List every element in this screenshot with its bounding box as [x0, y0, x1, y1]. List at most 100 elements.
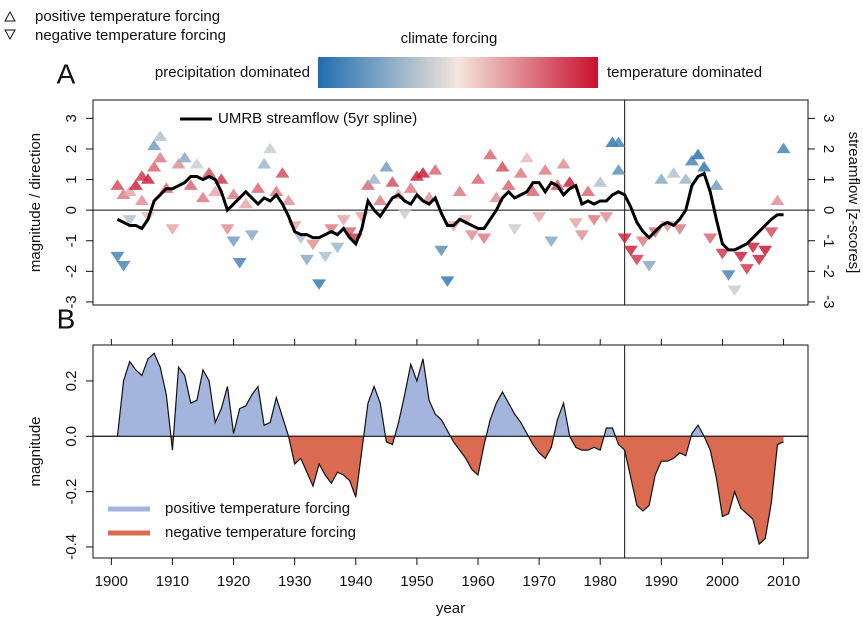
forcing-triangle	[379, 161, 394, 172]
y-tick-label: -0.2	[63, 479, 80, 505]
forcing-triangle	[416, 167, 430, 178]
legend-down-label: negative temperature forcing	[35, 27, 226, 44]
forcing-triangle	[727, 285, 742, 297]
forcing-triangle	[306, 239, 320, 251]
forcing-triangle	[483, 148, 498, 160]
forcing-triangle	[489, 191, 504, 203]
forcing-triangle	[153, 130, 168, 141]
y2-tick-label: -2	[820, 265, 837, 278]
forcing-triangle	[458, 215, 473, 226]
forcing-triangle	[532, 212, 547, 223]
forcing-triangle	[196, 191, 210, 203]
forcing-triangle	[611, 164, 626, 175]
forcing-triangle	[544, 236, 559, 248]
y-tick-label: -2	[63, 265, 80, 278]
forcing-triangle	[373, 194, 388, 206]
forcing-triangle	[238, 197, 253, 209]
forcing-triangle	[122, 215, 137, 226]
forcing-triangle	[183, 179, 198, 190]
forcing-triangle	[611, 136, 626, 148]
forcing-triangle	[110, 251, 125, 263]
legend-label: UMRB streamflow (5yr spline)	[218, 110, 417, 127]
y2-tick-label: 1	[820, 175, 837, 183]
forcing-triangle	[361, 179, 375, 190]
forcing-triangle	[562, 176, 577, 187]
forcing-triangle	[189, 157, 204, 169]
forcing-triangle	[299, 254, 314, 266]
y-tick-label: -3	[63, 295, 80, 308]
legend-up-symbol	[4, 10, 16, 22]
forcing-triangle	[226, 188, 241, 200]
forcing-triangle	[147, 139, 162, 151]
forcing-triangle	[141, 173, 155, 184]
forcing-triangle	[501, 179, 516, 190]
forcing-triangle	[116, 261, 131, 272]
forcing-triangle	[226, 236, 241, 248]
legend-up-label: positive temperature forcing	[35, 8, 220, 25]
y-tick-label: 0.0	[63, 426, 80, 447]
forcing-triangle	[691, 148, 705, 160]
forcing-triangle	[177, 151, 192, 163]
forcing-triangle	[758, 245, 773, 257]
y-tick-label: -0.4	[63, 534, 80, 560]
forcing-triangle	[275, 167, 290, 178]
x-tick-label: 1950	[400, 573, 433, 590]
x-tick-label: 1980	[584, 573, 617, 590]
y2-axis-label: streamflow [z-scores]	[845, 132, 862, 274]
streamflow-line	[116, 171, 784, 252]
forcing-triangle	[776, 142, 791, 154]
forcing-triangle	[715, 248, 730, 260]
x-tick-label: 2000	[706, 573, 739, 590]
y-tick-label: 0	[63, 206, 80, 214]
forcing-triangle	[666, 167, 681, 178]
x-tick-label: 1940	[339, 573, 372, 590]
forcing-triangle	[495, 161, 510, 172]
forcing-triangle	[733, 251, 748, 263]
forcing-triangle	[354, 212, 369, 223]
forcing-triangle	[623, 245, 638, 257]
forcing-triangle	[208, 185, 223, 196]
forcing-triangle	[642, 261, 657, 272]
forcing-triangle	[318, 251, 333, 263]
y2-tick-label: 0	[820, 206, 837, 214]
colorbar-high-label: temperature dominated	[607, 64, 762, 81]
forcing-triangle	[678, 173, 693, 184]
forcing-triangle	[403, 182, 418, 193]
forcing-triangle	[507, 224, 522, 235]
forcing-triangle	[697, 161, 712, 172]
panel-label: B	[57, 303, 76, 334]
forcing-triangle	[128, 179, 143, 190]
forcing-triangle	[244, 230, 259, 241]
forcing-triangle	[269, 185, 284, 196]
positive-area	[117, 353, 705, 437]
forcing-triangle	[739, 264, 754, 275]
forcing-triangle	[220, 224, 235, 235]
y2-tick-label: -1	[820, 234, 837, 247]
forcing-triangle	[385, 176, 400, 187]
forcing-triangle	[764, 227, 779, 238]
forcing-triangle	[526, 185, 540, 196]
forcing-triangle	[477, 233, 492, 244]
forcing-triangle	[684, 154, 699, 166]
forcing-triangle	[709, 179, 724, 190]
forcing-triangle	[703, 233, 718, 244]
legend-down-symbol	[4, 29, 16, 41]
colorbar	[318, 57, 598, 88]
y-axis-label: magnitude	[27, 416, 44, 486]
y-axis-label: magnitude / direction	[27, 133, 44, 272]
forcing-triangle	[147, 161, 162, 172]
panel-label: A	[57, 58, 76, 89]
forcing-triangle	[263, 142, 278, 154]
forcing-triangle	[581, 185, 595, 196]
forcing-triangle	[746, 242, 760, 254]
colorbar-low-label: precipitation dominated	[155, 64, 310, 81]
forcing-triangle	[464, 230, 479, 241]
colorbar-title: climate forcing	[401, 30, 498, 47]
forcing-triangle	[587, 215, 602, 226]
forcing-triangle	[556, 157, 571, 169]
y-tick-label: 0.2	[63, 371, 80, 392]
y2-tick-label: -3	[820, 295, 837, 308]
forcing-triangle	[593, 176, 608, 187]
forcing-triangle	[110, 179, 125, 190]
